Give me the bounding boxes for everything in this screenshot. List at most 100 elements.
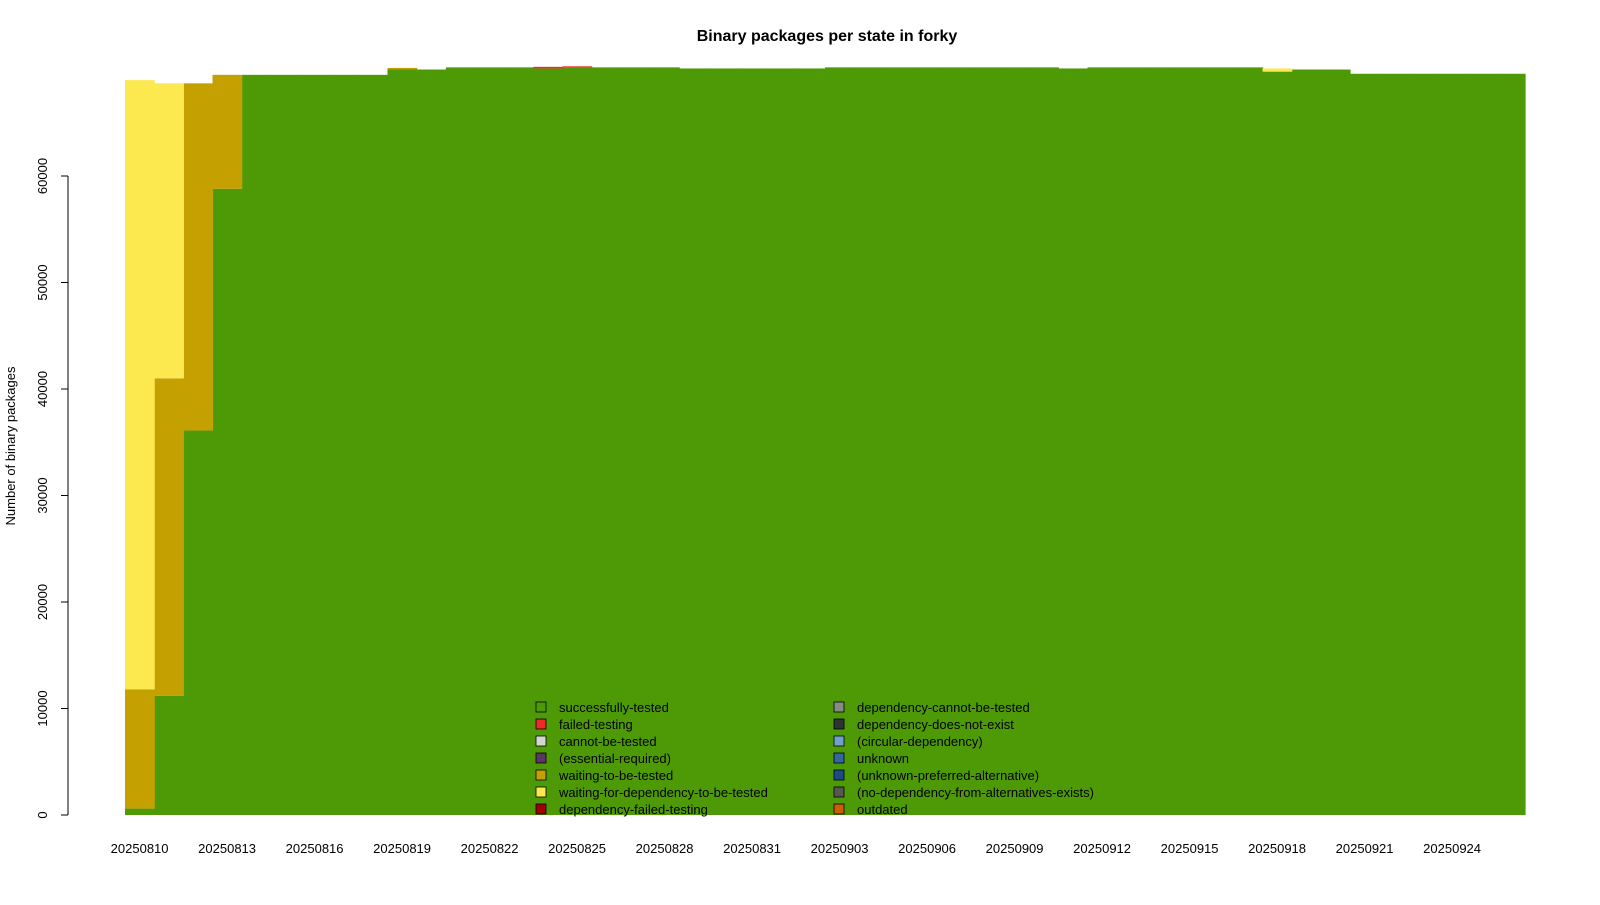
area-segment — [504, 67, 534, 816]
area-segment — [533, 68, 564, 815]
x-tick-label: 20250903 — [811, 841, 869, 856]
legend-item: failed-testing — [535, 717, 633, 732]
area-segment — [737, 68, 768, 815]
area-segment — [1175, 67, 1205, 816]
area-segment — [475, 67, 505, 816]
x-tick-label: 20250819 — [373, 841, 431, 856]
area-segment — [154, 83, 184, 379]
x-tick-label: 20250828 — [636, 841, 694, 856]
area-segment — [708, 68, 739, 815]
legend-label: waiting-for-dependency-to-be-tested — [558, 785, 768, 800]
area-segment — [1320, 69, 1351, 815]
legend-swatch — [535, 735, 547, 747]
axes: 0 10000 20000 30000 40000 50000 60000 20250810 2… — [35, 158, 1481, 856]
x-tick-label: 20250909 — [986, 841, 1044, 856]
y-axis-label: Number of binary packages — [3, 366, 18, 525]
legend-item: (unknown-preferred-alternative) — [833, 768, 1039, 783]
area-segment — [1466, 73, 1497, 815]
x-tick-label: 20250825 — [548, 841, 606, 856]
x-tick-label: 20250906 — [898, 841, 956, 856]
area-segment — [1233, 67, 1264, 816]
plot-area — [125, 66, 1526, 816]
area-segment — [912, 67, 943, 816]
area-segment — [562, 66, 593, 68]
area-segment — [358, 74, 389, 815]
area-segment — [1408, 73, 1439, 815]
area-segment — [125, 808, 155, 815]
area-segment — [650, 67, 680, 816]
y-tick-label: 0 — [35, 811, 50, 818]
area-segment — [679, 68, 709, 815]
area-segment — [883, 67, 914, 816]
area-segment — [183, 83, 214, 431]
x-tick-label: 20250813 — [198, 841, 256, 856]
area-segment — [154, 378, 184, 696]
legend-item: dependency-does-not-exist — [833, 717, 1014, 732]
legend-label: cannot-be-tested — [559, 734, 657, 749]
legend-item: waiting-for-dependency-to-be-tested — [535, 785, 768, 800]
legend-swatch — [535, 803, 547, 815]
legend-swatch — [535, 752, 547, 764]
legend-item: successfully-tested — [535, 700, 669, 715]
x-tick-label: 20250822 — [461, 841, 519, 856]
legend-swatch — [535, 786, 547, 798]
x-tick-label: 20250912 — [1073, 841, 1131, 856]
area-segment — [445, 67, 476, 816]
legend-swatch — [833, 718, 845, 730]
area-segment — [1350, 73, 1380, 815]
legend-item: (circular-dependency) — [833, 734, 983, 749]
x-tick-label: 20250921 — [1336, 841, 1394, 856]
legend-label: outdated — [857, 802, 908, 817]
area-segment — [941, 67, 972, 816]
legend-label: dependency-cannot-be-tested — [857, 700, 1030, 715]
area-segment — [154, 695, 184, 815]
legend-item: unknown — [833, 751, 909, 766]
y-tick-label: 20000 — [35, 584, 50, 620]
legend-swatch — [535, 701, 547, 713]
x-tick-label: 20250915 — [1161, 841, 1219, 856]
area-segment — [562, 67, 593, 816]
area-segment — [125, 689, 155, 809]
x-tick-label: 20250924 — [1423, 841, 1481, 856]
area-segment — [795, 68, 826, 815]
legend-label: (circular-dependency) — [857, 734, 983, 749]
area-segment — [1029, 67, 1059, 816]
legend-item: dependency-cannot-be-tested — [833, 700, 1030, 715]
area-segment — [387, 67, 418, 70]
area-segment — [125, 80, 155, 690]
legend-label: failed-testing — [559, 717, 633, 732]
legend-swatch — [833, 701, 845, 713]
legend-label: (unknown-preferred-alternative) — [857, 768, 1039, 783]
area-segment — [212, 74, 243, 189]
area-segment — [1291, 69, 1322, 815]
legend-swatch — [833, 803, 845, 815]
legend-swatch — [833, 769, 845, 781]
area-segment — [270, 74, 301, 815]
legend-item: (essential-required) — [535, 751, 671, 766]
area-segment — [1087, 67, 1118, 816]
y-tick-label: 30000 — [35, 477, 50, 513]
area-segment — [300, 74, 330, 815]
area-segment — [1116, 67, 1147, 816]
y-tick-label: 60000 — [35, 158, 50, 194]
area-segment — [387, 69, 418, 815]
area-segment — [970, 67, 1001, 816]
area-segment — [1145, 67, 1176, 816]
area-segment — [1437, 73, 1468, 815]
legend-swatch — [833, 752, 845, 764]
area-segment — [212, 188, 243, 815]
series-failed-testing — [533, 66, 593, 69]
chart-title: Binary packages per state in forky — [697, 28, 958, 45]
x-tick-label: 20250816 — [286, 841, 344, 856]
legend-swatch — [535, 769, 547, 781]
area-segment — [1262, 71, 1293, 815]
area-segment — [241, 74, 272, 815]
area-segment — [183, 430, 214, 815]
area-segment — [591, 67, 622, 816]
area-segment — [1262, 68, 1293, 72]
x-tick-label: 20250831 — [723, 841, 781, 856]
legend-label: dependency-failed-testing — [559, 802, 708, 817]
area-segment — [416, 69, 447, 815]
